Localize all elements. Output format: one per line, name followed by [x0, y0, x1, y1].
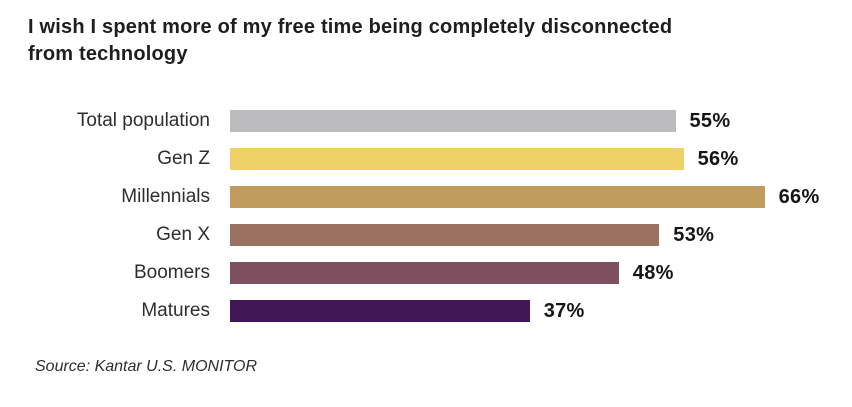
category-label: Gen X [156, 224, 210, 245]
bar [230, 110, 676, 132]
chart-title: I wish I spent more of my free time bein… [28, 16, 673, 65]
bar [230, 148, 684, 170]
category-label: Matures [141, 300, 210, 321]
value-label: 37% [543, 299, 585, 322]
bar [230, 186, 765, 208]
category-label: Millennials [121, 186, 210, 207]
value-label: 55% [689, 109, 731, 132]
value-label: 48% [632, 261, 674, 284]
bar-row: Matures 37% [0, 300, 852, 322]
value-label: 66% [778, 185, 820, 208]
bar-chart: Total population 55% Gen Z 56% Millennials 66… [0, 110, 852, 322]
bar-row: Gen X 53% [0, 224, 852, 246]
category-label: Total population [76, 110, 210, 131]
bar [230, 300, 530, 322]
source-note: Source: Kantar U.S. MONITOR [35, 358, 257, 375]
bar-row: Boomers 48% [0, 262, 852, 284]
value-label: 56% [697, 147, 739, 170]
bar-row: Gen Z 56% [0, 148, 852, 170]
bar-row: Millennials 66% [0, 186, 852, 208]
category-label: Gen Z [157, 148, 210, 169]
bar [230, 262, 619, 284]
value-label: 53% [673, 223, 715, 246]
bar [230, 224, 660, 246]
bar-row: Total population 55% [0, 110, 852, 132]
category-label: Boomers [133, 262, 210, 283]
